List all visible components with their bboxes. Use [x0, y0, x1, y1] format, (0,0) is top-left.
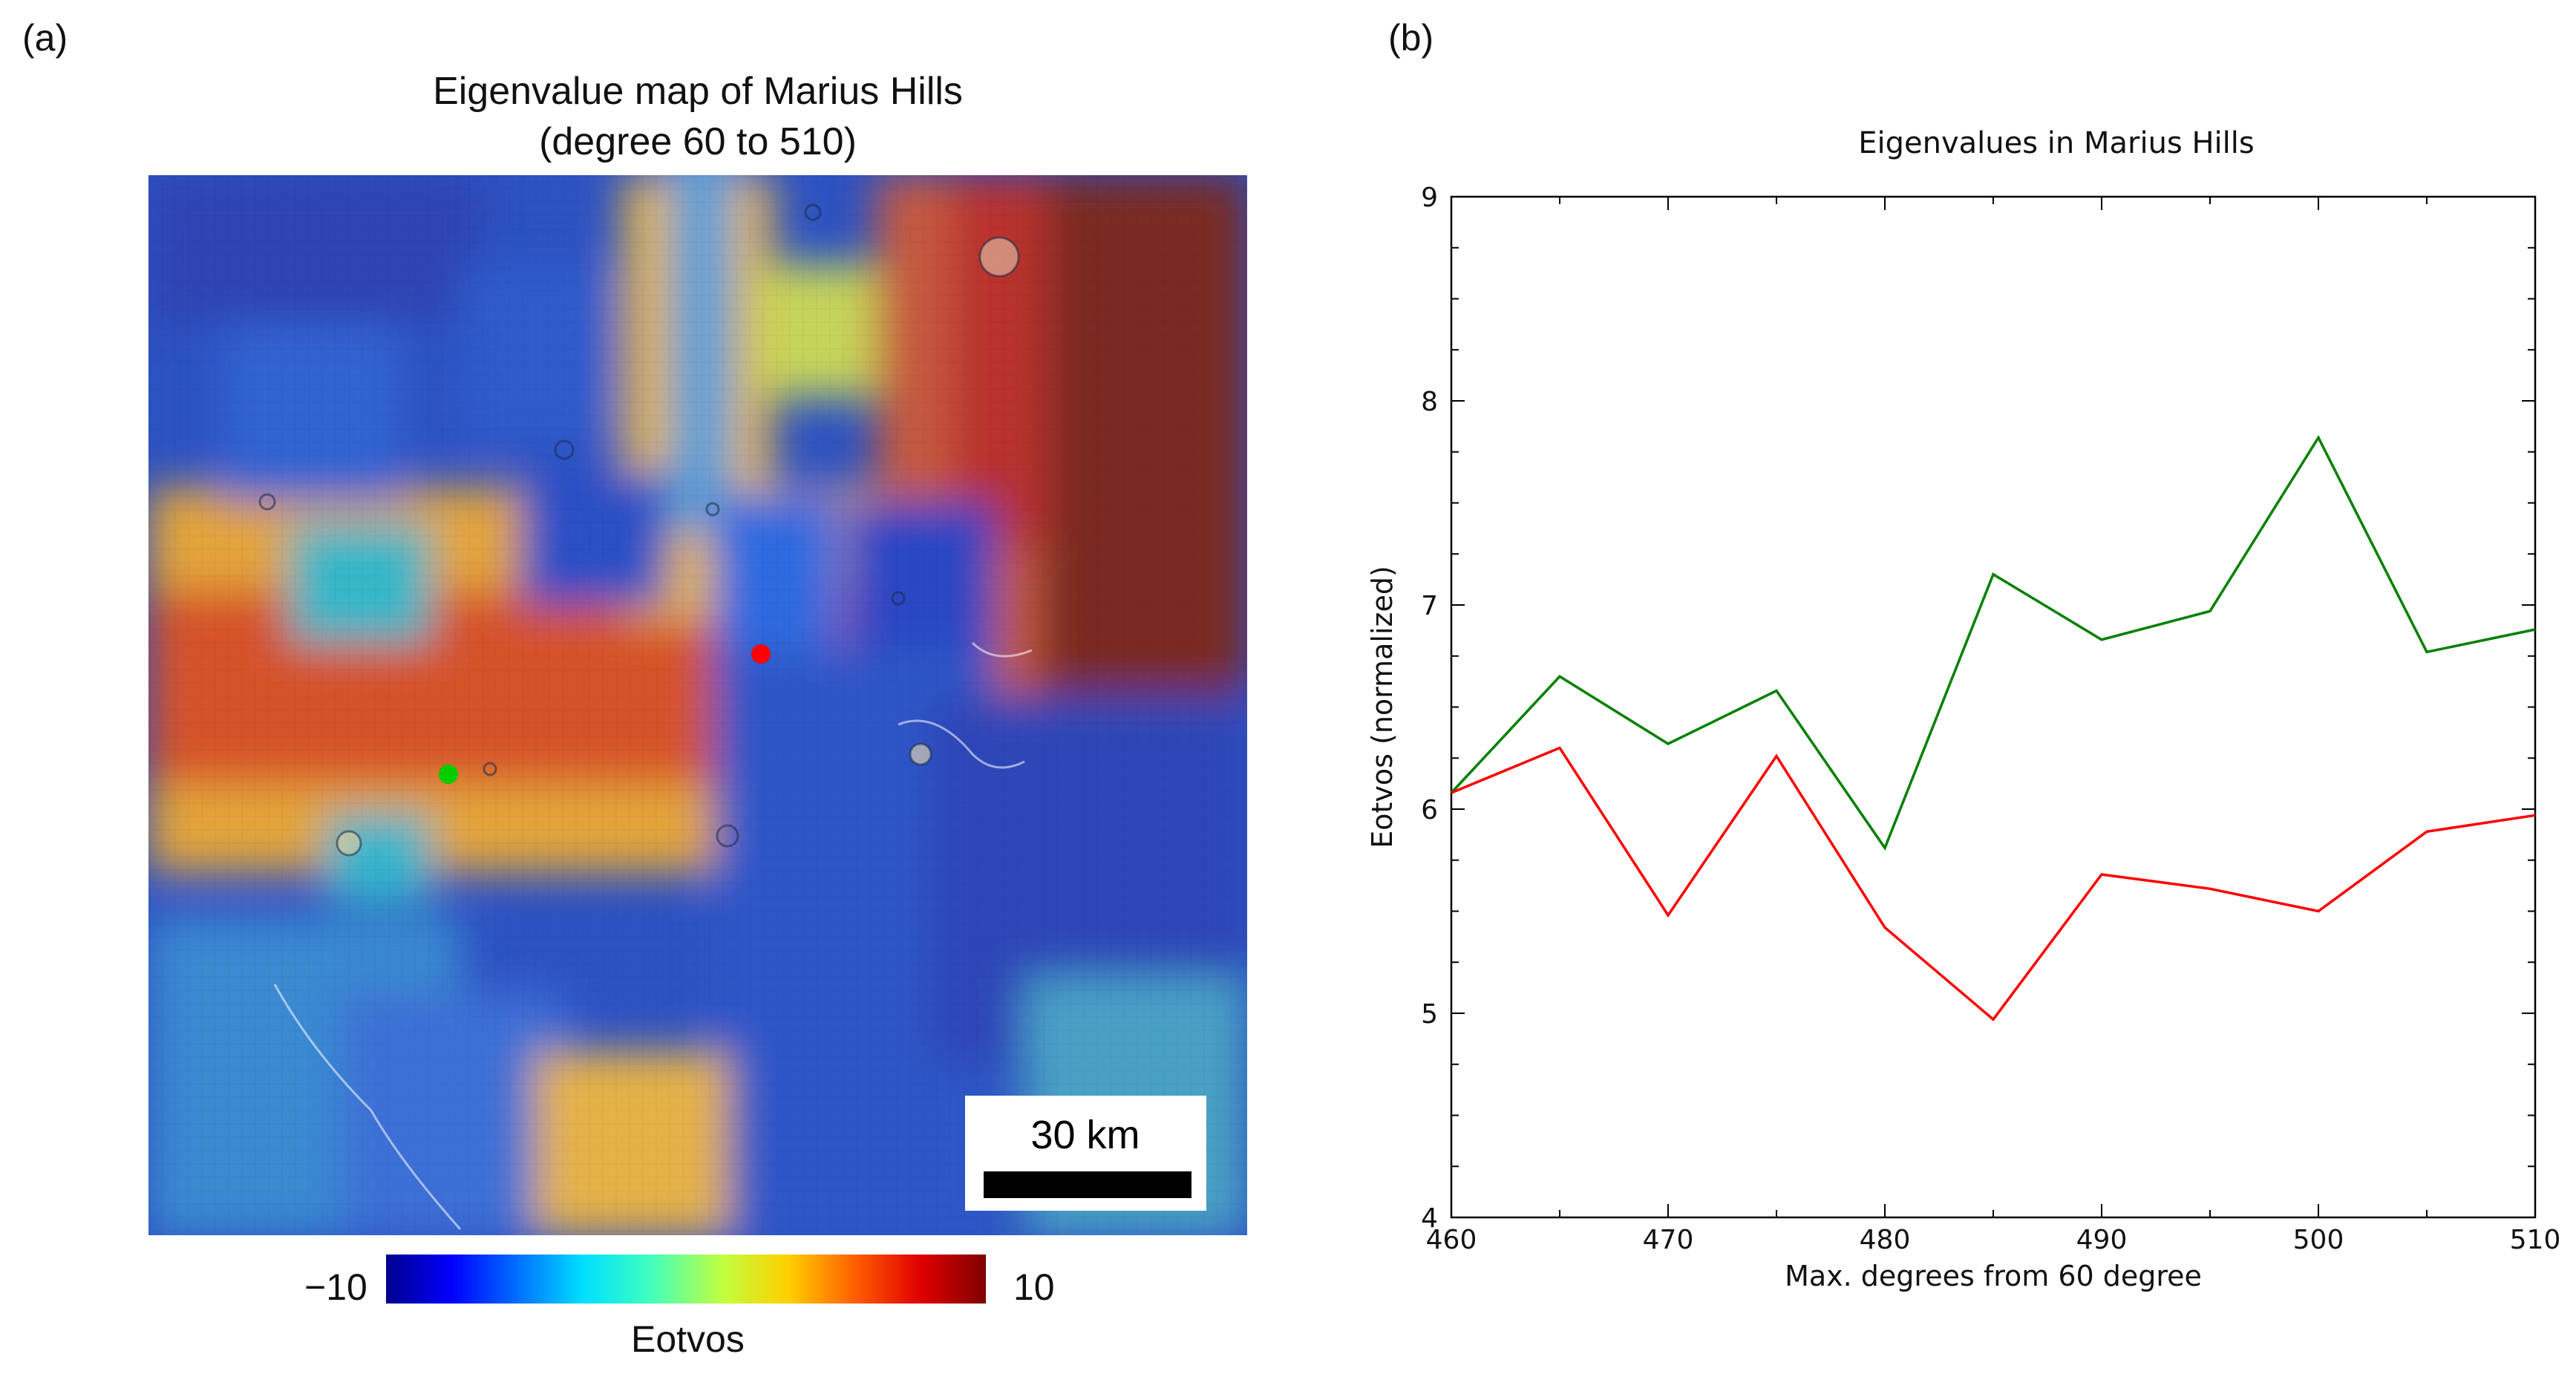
y-axis-label: Eotvos (normalized) — [1366, 566, 1399, 848]
scale-bar-label: 30 km — [1030, 1113, 1140, 1157]
colorbar-max-label: 10 — [1013, 1266, 1055, 1308]
red-site-marker — [751, 644, 771, 664]
map-title-line-2: (degree 60 to 510) — [539, 120, 857, 163]
panel-a-label: (a) — [22, 17, 68, 59]
axis-ticks: 460 470 480 490 500 510 4 5 6 7 8 9 — [1421, 183, 2560, 1255]
x-tick-label: 470 — [1643, 1225, 1694, 1255]
plot-area-border — [1450, 195, 2537, 1219]
plot-frame — [1450, 195, 2537, 1219]
x-tick-label: 500 — [2293, 1225, 2344, 1255]
map-background — [148, 175, 1247, 1235]
map-rilles — [273, 641, 1033, 1230]
x-tick-label: 480 — [1860, 1225, 1911, 1255]
colorbar-gradient — [386, 1255, 986, 1304]
map-craters — [258, 203, 1020, 857]
series-line-red — [1451, 746, 2536, 1021]
y-tick-label: 4 — [1421, 1203, 1438, 1234]
y-tick-label: 5 — [1421, 999, 1438, 1030]
x-axis-label: Max. degrees from 60 degree — [1785, 1260, 2202, 1292]
y-tick-label: 8 — [1421, 387, 1438, 417]
series-lines — [1450, 434, 2536, 1021]
scale-bar: 30 km — [965, 1096, 1206, 1211]
eigenvalue-line-chart: 460 470 480 490 500 510 4 5 6 7 8 9 Max. degrees fr… — [1366, 183, 2560, 1292]
y-tick-label: 9 — [1421, 183, 1438, 213]
chart-title: Eigenvalues in Marius Hills — [1858, 126, 2255, 160]
panel-b-label: (b) — [1388, 17, 1434, 59]
x-tick-label: 490 — [2076, 1225, 2128, 1255]
eigenvalue-map: 30 km — [148, 175, 1247, 1235]
series-line-green — [1450, 434, 2536, 851]
colorbar — [386, 1255, 986, 1304]
y-tick-label: 7 — [1421, 591, 1438, 621]
colorbar-label: Eotvos — [631, 1318, 745, 1360]
colorbar-min-label: −10 — [304, 1266, 367, 1308]
x-tick-label: 510 — [2510, 1225, 2561, 1255]
y-tick-label: 6 — [1421, 795, 1438, 825]
green-site-marker — [439, 765, 458, 784]
x-tick-label: 460 — [1426, 1225, 1477, 1255]
map-title-line-1: Eigenvalue map of Marius Hills — [433, 70, 963, 113]
